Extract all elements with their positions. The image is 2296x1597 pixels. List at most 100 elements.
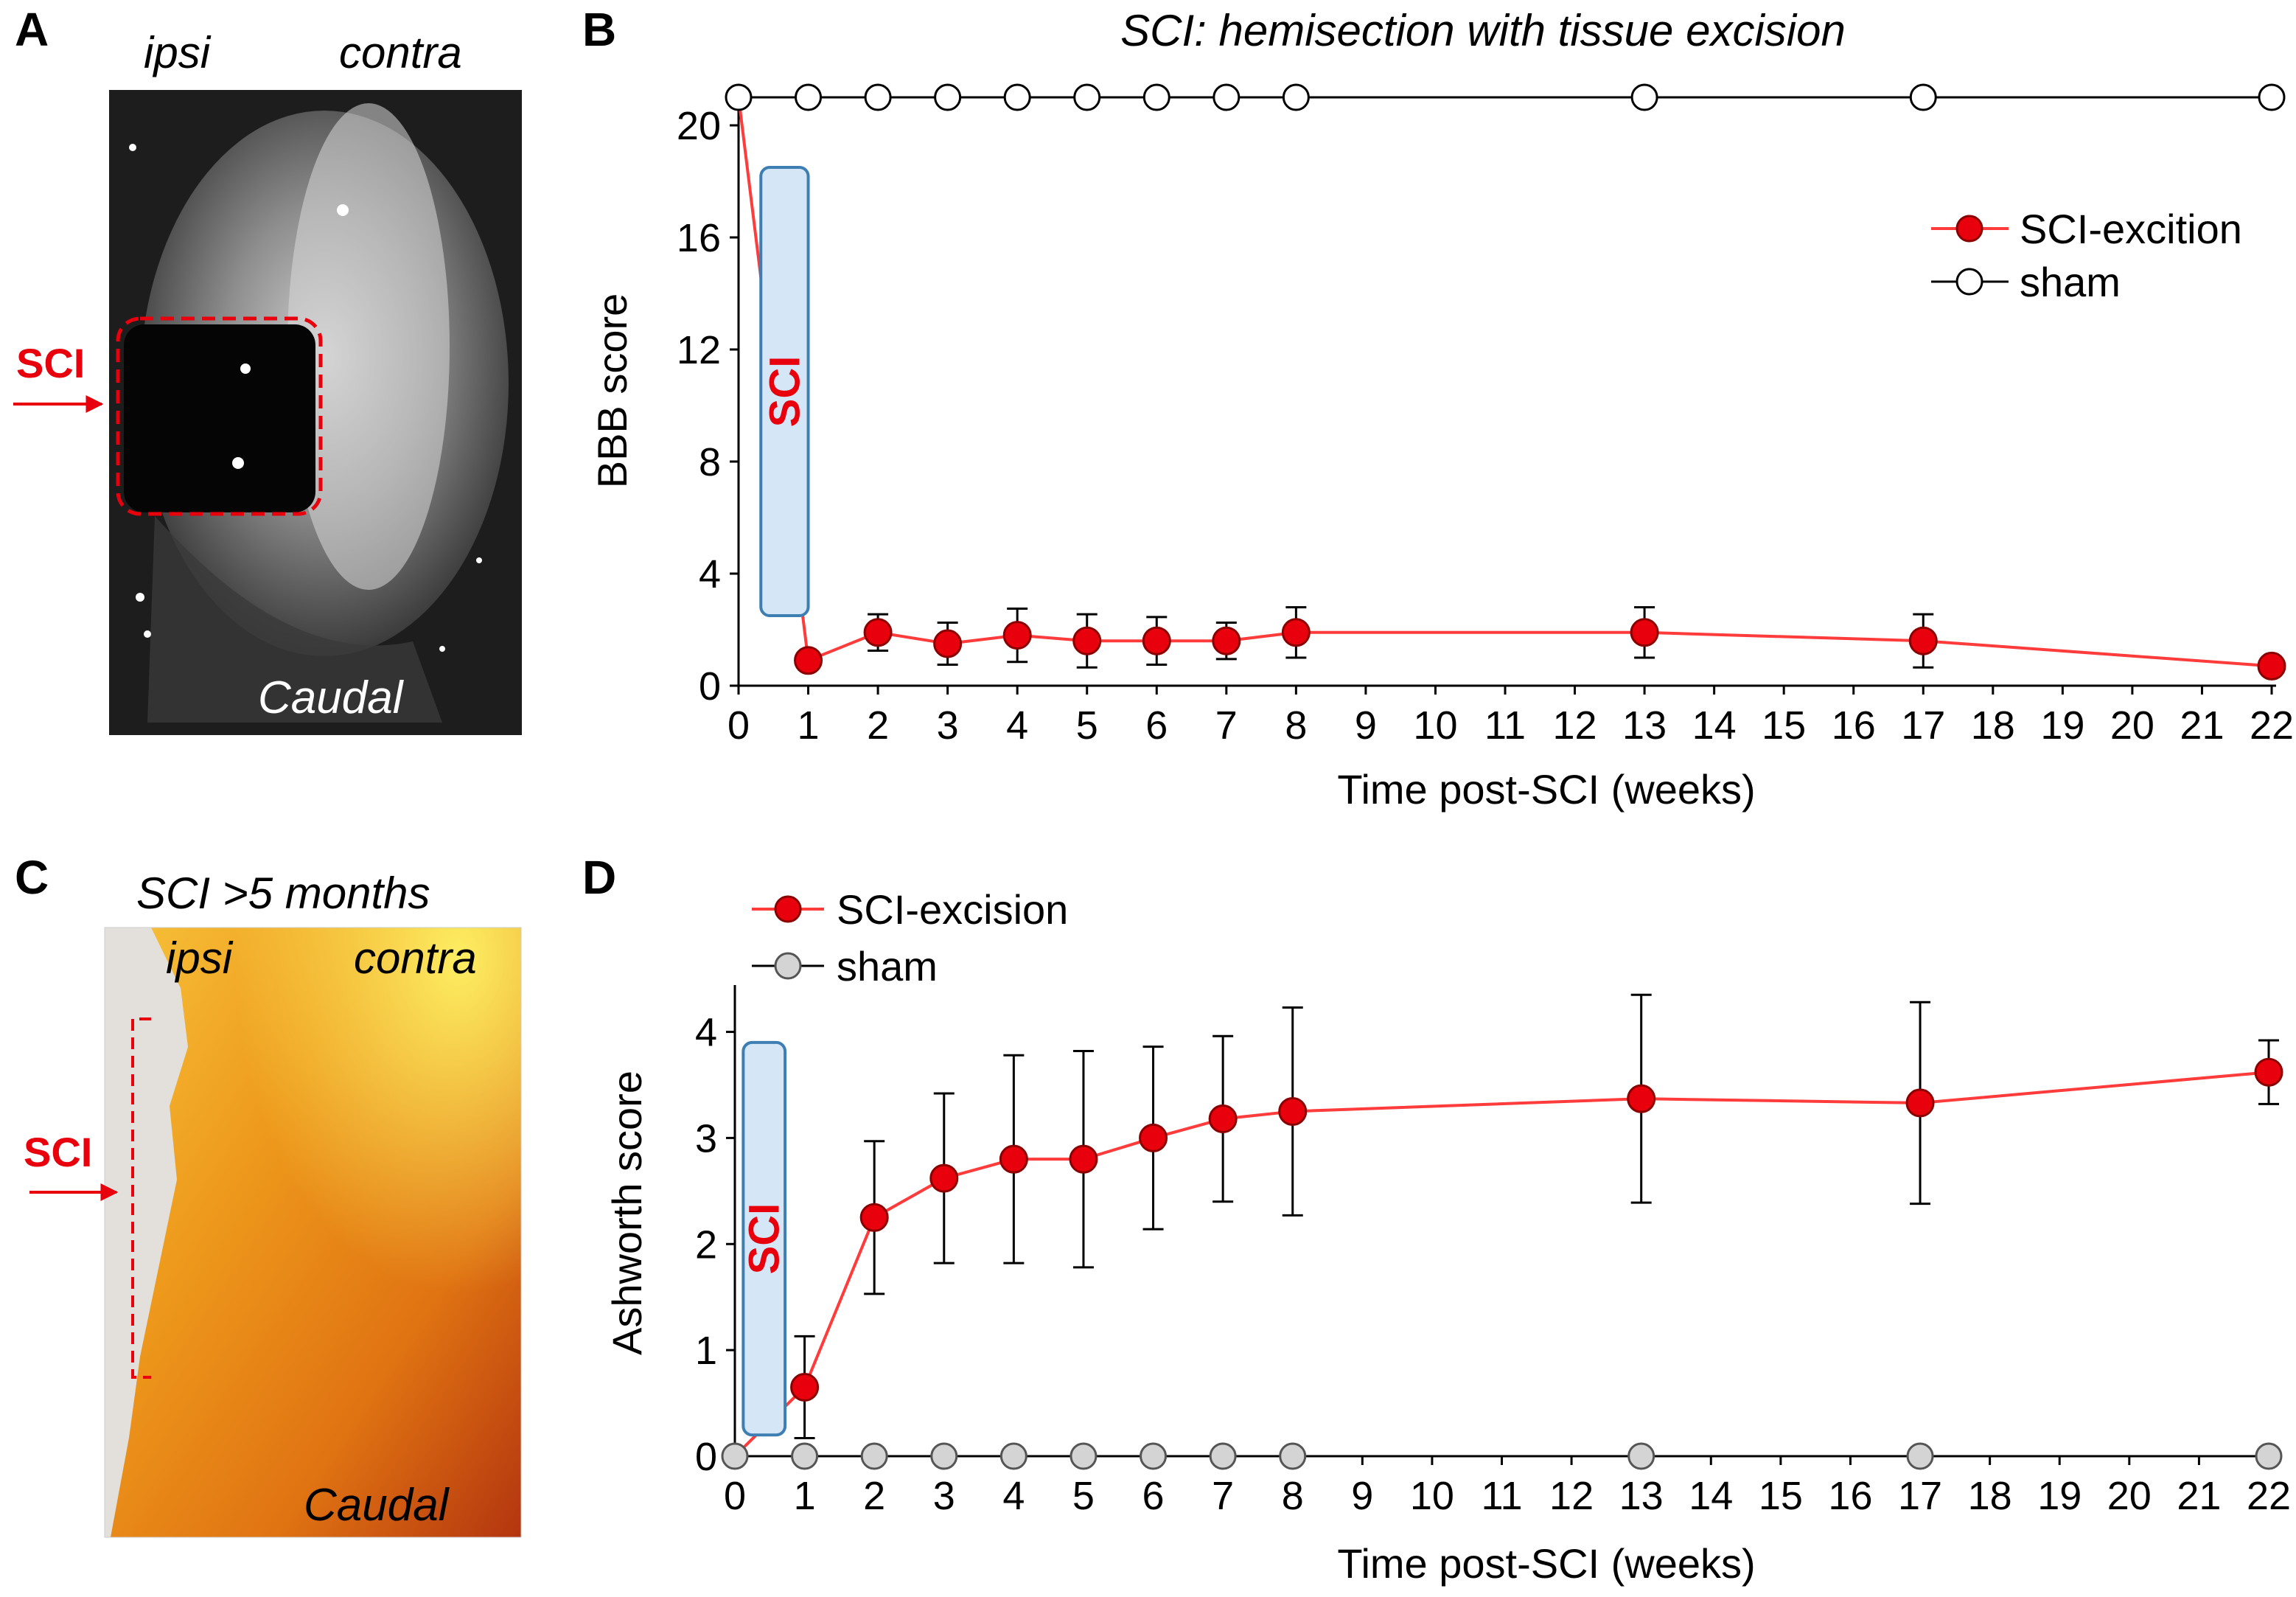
data-point-sci: [2254, 1057, 2283, 1087]
data-point-sci: [1069, 1144, 1098, 1174]
panel-c-ipsi-label: ipsi: [166, 933, 234, 983]
chart-d-y-axis-label: Ashworth score: [604, 1071, 650, 1355]
data-point-sci: [859, 1203, 889, 1232]
panel-a-sci-label: SCI: [16, 340, 85, 386]
x-tick-label: 20: [2107, 1474, 2152, 1518]
x-tick-label: 17: [1898, 1474, 1942, 1518]
x-tick-label: 19: [2037, 1474, 2082, 1518]
x-tick-label: 4: [1002, 1474, 1025, 1518]
x-tick-label: 1: [798, 703, 820, 748]
sci-injury-box: [742, 1040, 787, 1437]
data-point-sci: [1002, 621, 1032, 650]
legend-marker-sci-excition: [1955, 215, 1983, 243]
data-point-sham: [791, 1442, 819, 1470]
sci-injury-label: SCI: [741, 1203, 789, 1275]
data-point-sham: [864, 83, 892, 111]
data-point-sci: [933, 629, 963, 658]
y-tick-label: 0: [695, 1435, 717, 1479]
x-tick-label: 8: [1282, 1474, 1304, 1518]
data-point-sham: [860, 1442, 888, 1470]
data-point-sham: [1909, 83, 1937, 111]
sci-injury-label: SCI: [761, 356, 809, 428]
chart-b-y-axis-label: BBB score: [589, 293, 635, 489]
data-point-sham: [725, 83, 753, 111]
data-point-sci: [999, 1144, 1028, 1174]
data-point-sham: [795, 83, 823, 111]
legend-marker-sci-excision: [774, 895, 802, 923]
chart-b: B SCI: hemisection with tissue excision …: [582, 3, 2294, 813]
y-tick-label: 12: [677, 328, 721, 372]
series-line-sci: [733, 1071, 2269, 1458]
data-point-sci: [863, 618, 893, 647]
chart-b-x-axis-label: Time post-SCI (weeks): [1337, 766, 1755, 813]
x-tick-label: 22: [2247, 1474, 2291, 1518]
tissue-section-photo: ipsi contra Caudal: [104, 927, 522, 1538]
chart-d-panel-letter: D: [582, 851, 616, 904]
data-point-sci: [2257, 651, 2286, 681]
x-tick-label: 10: [1410, 1474, 1454, 1518]
x-tick-label: 2: [863, 1474, 885, 1518]
data-point-sci: [1208, 1104, 1238, 1134]
x-tick-label: 21: [2177, 1474, 2221, 1518]
data-point-sham: [1279, 1442, 1307, 1470]
x-tick-label: 15: [1759, 1474, 1803, 1518]
data-point-sci: [1142, 626, 1171, 655]
data-point-sham: [1906, 1442, 1934, 1470]
x-tick-label: 12: [1549, 1474, 1594, 1518]
data-point-sham: [1209, 1442, 1237, 1470]
chart-d-legend: SCI-excision sham: [752, 886, 1068, 989]
x-tick-label: 3: [937, 703, 959, 748]
panel-a: A ipsi contra Caudal SCI: [13, 3, 522, 735]
y-tick-label: 16: [677, 216, 721, 260]
data-point-sham: [1630, 83, 1658, 111]
data-point-sham: [721, 1442, 749, 1470]
x-tick-label: 6: [1145, 703, 1168, 748]
data-point-sci: [1278, 1096, 1308, 1126]
legend-label-sci-excition: SCI-excition: [2020, 206, 2242, 252]
lesion-cavity: [124, 324, 315, 512]
data-point-sci: [1072, 626, 1102, 655]
data-point-sham: [2255, 1442, 2283, 1470]
panel-c-letter: C: [15, 851, 49, 904]
x-tick-label: 11: [1484, 703, 1526, 748]
data-point-sham: [1282, 83, 1310, 111]
x-tick-label: 16: [1832, 703, 1876, 748]
x-tick-label: 5: [1072, 1474, 1095, 1518]
y-tick-label: 4: [695, 1011, 717, 1055]
legend-label-sham: sham: [2020, 259, 2121, 305]
x-tick-label: 19: [2040, 703, 2084, 748]
panel-c-title: SCI >5 months: [136, 869, 430, 918]
x-tick-label: 14: [1692, 703, 1737, 748]
x-tick-label: 0: [727, 703, 750, 748]
chart-b-panel-letter: B: [582, 3, 616, 56]
data-point-sci: [1908, 626, 1938, 655]
y-tick-label: 0: [699, 664, 721, 709]
x-tick-label: 10: [1413, 703, 1457, 748]
data-point-sci: [790, 1372, 820, 1402]
data-point-sham: [1003, 83, 1031, 111]
sci-injury-box: [759, 166, 810, 617]
data-point-sci: [794, 646, 823, 675]
y-tick-label: 1: [695, 1329, 717, 1373]
x-tick-label: 9: [1351, 1474, 1373, 1518]
x-tick-label: 14: [1689, 1474, 1733, 1518]
y-tick-label: 8: [699, 440, 721, 484]
x-tick-label: 7: [1215, 703, 1238, 748]
data-point-sci: [1905, 1088, 1935, 1118]
panel-a-contra-label: contra: [339, 28, 462, 77]
data-point-sci: [1212, 626, 1241, 655]
x-tick-label: 20: [2110, 703, 2154, 748]
y-tick-label: 2: [695, 1222, 717, 1267]
chart-d: D Ashworth score Time post-SCI (weeks) 0…: [582, 851, 2291, 1587]
chart-d-x-axis-label: Time post-SCI (weeks): [1337, 1540, 1755, 1587]
data-point-sci: [929, 1163, 959, 1193]
x-tick-label: 13: [1622, 703, 1667, 748]
data-point-sci: [1630, 618, 1659, 647]
x-tick-label: 5: [1076, 703, 1098, 748]
data-point-sham: [1627, 1442, 1655, 1470]
panel-c-contra-label: contra: [354, 933, 477, 983]
data-point-sham: [930, 1442, 958, 1470]
x-tick-label: 7: [1212, 1474, 1234, 1518]
x-tick-label: 2: [867, 703, 889, 748]
x-tick-label: 18: [1968, 1474, 2012, 1518]
